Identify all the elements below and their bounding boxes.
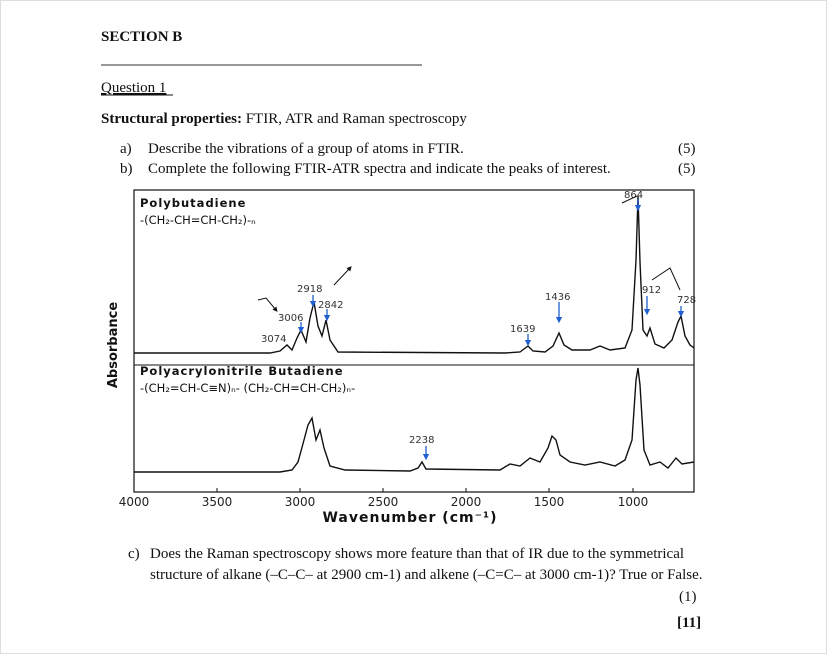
topic-label: Structural properties: [101,111,242,127]
item-letter: a) [120,141,132,157]
x-tick-label: 3000 [285,495,316,509]
total-marks: [11] [677,615,701,631]
figure-frame [133,189,695,493]
spectrum-curve [134,367,695,473]
item-text: Complete the following FTIR-ATR spectra … [148,161,611,177]
pointer-lines [257,195,681,312]
topic-text: FTIR, ATR and Raman spectroscopy [246,111,468,127]
item-letter: b) [120,161,133,177]
x-tick-label: 2500 [368,495,399,509]
item-marks: (5) [678,161,696,177]
question-title: Question 1 [101,80,166,96]
peak-label: 1639 [510,324,535,335]
panel-formula: -(CH₂-CH=CH-CH₂)-ₙ [140,213,256,227]
topic: Structural properties: FTIR, ATR and Ram… [101,111,467,127]
spectrum-figure: Absorbance Polybutadiene -(CH₂-CH=CH-CH₂… [106,189,696,526]
panel-title: Polyacrylonitrile Butadiene [140,364,344,378]
peak-label: 3006 [278,313,303,324]
peak-label: 2918 [297,284,322,295]
y-axis-label: Absorbance [106,302,121,388]
panel-formula: -(CH₂=CH-C≡N)ₙ- (CH₂-CH=CH-CH₂)ₙ- [140,381,355,395]
x-axis-label: Wavenumber (cm⁻¹) [322,510,497,526]
x-tick-label: 3500 [202,495,233,509]
item-marks: (5) [678,141,696,157]
section-title: SECTION B [101,29,182,45]
item-text: Describe the vibrations of a group of at… [148,141,464,157]
peak-label: 2842 [318,300,343,311]
item-text: Does the Raman spectroscopy shows more f… [150,546,684,562]
item-letter: c) [128,546,140,562]
x-tick-label: 1500 [534,495,565,509]
panel-title: Polybutadiene [140,196,246,210]
peak-arrows [297,199,685,461]
peak-label: 3074 [261,334,286,345]
peak-label: 728 [677,295,696,306]
item-marks: (1) [679,589,697,605]
x-tick-label: 4000 [119,495,150,509]
peak-label: 1436 [545,292,570,303]
peak-label: 2238 [409,435,434,446]
item-text: structure of alkane (–C–C– at 2900 cm-1)… [150,567,703,583]
x-tick-label: 2000 [451,495,482,509]
x-ticks [133,488,634,492]
peak-label: 912 [642,285,661,296]
x-tick-label: 1000 [618,495,649,509]
spectrum-curve [134,195,695,354]
peak-label: 864 [624,190,643,201]
